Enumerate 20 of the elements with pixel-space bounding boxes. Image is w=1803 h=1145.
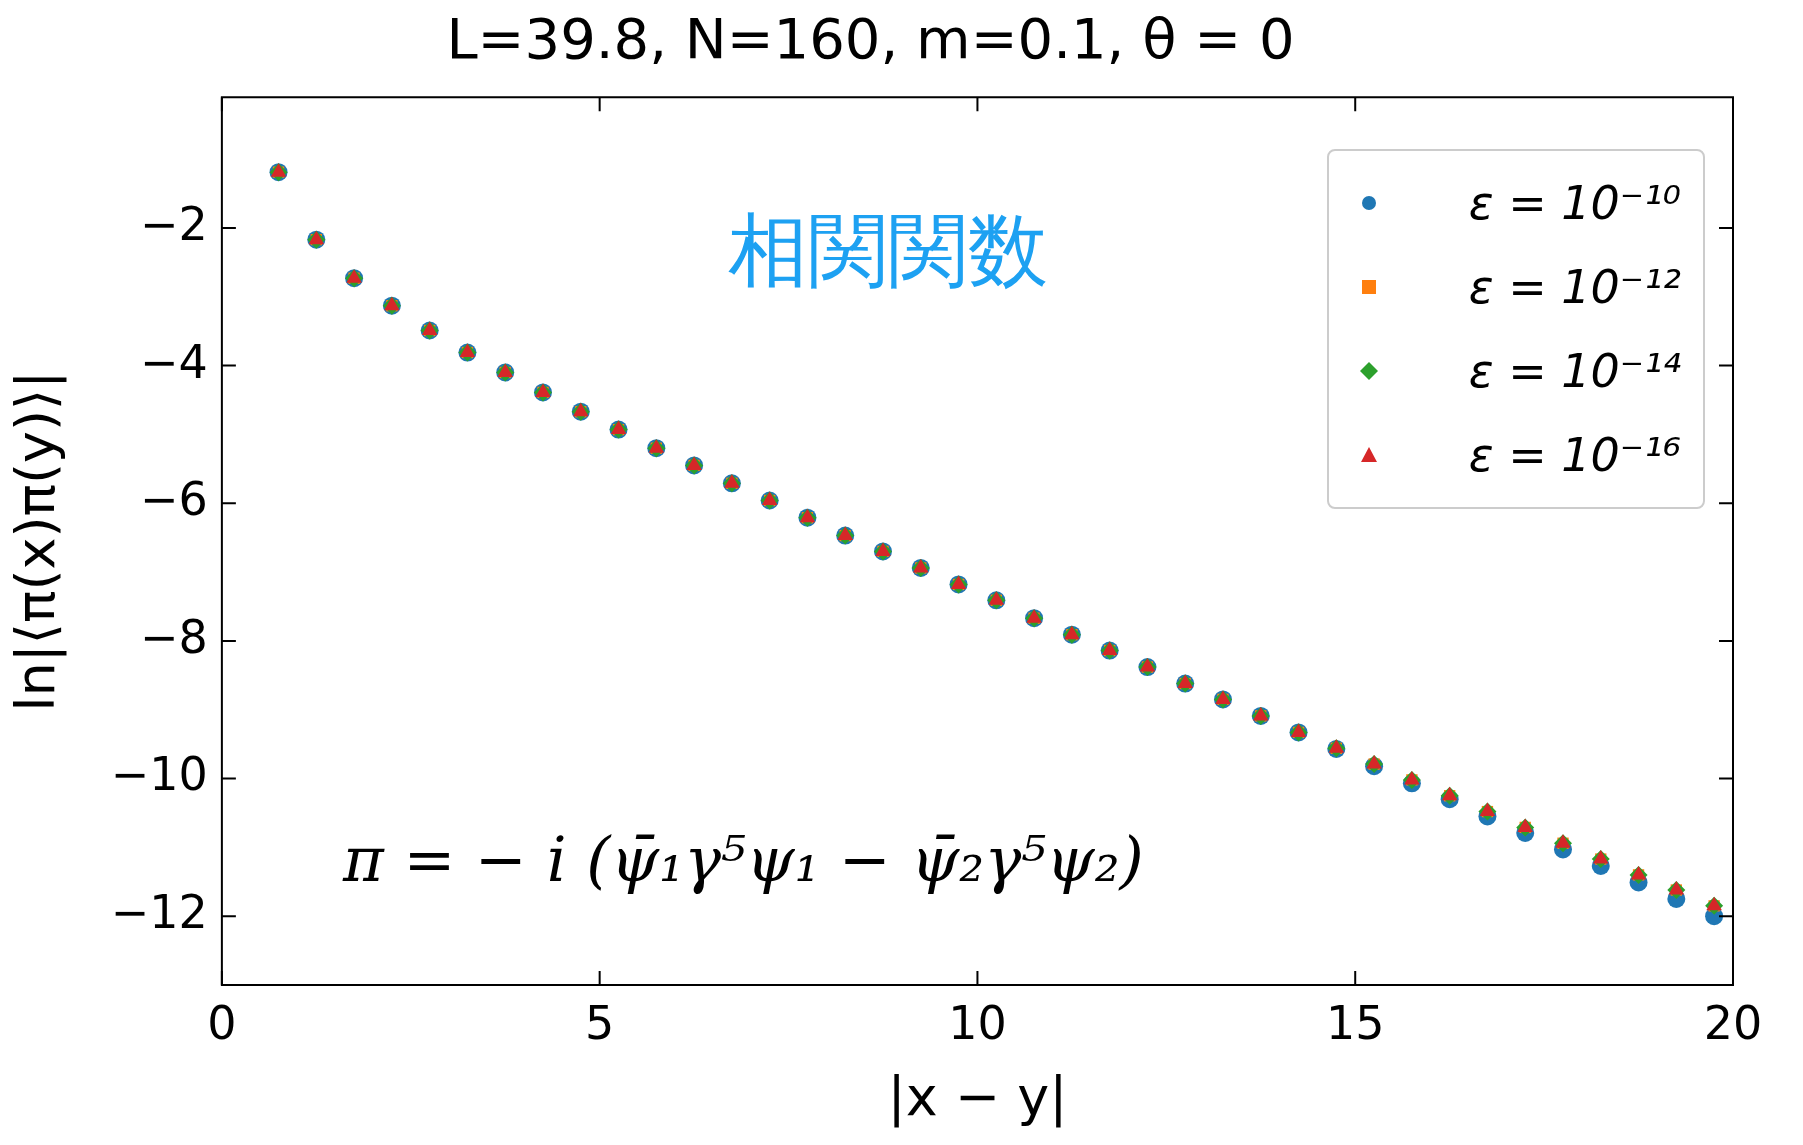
x-axis-title: |x − y| bbox=[887, 1064, 1068, 1128]
x-tick-label: 15 bbox=[1325, 995, 1385, 1050]
y-tick-label: −12 bbox=[110, 885, 208, 940]
legend-label: ε = 10⁻¹⁴ bbox=[1468, 344, 1681, 398]
y-tick-label: −2 bbox=[140, 196, 208, 251]
y-tick-label: −4 bbox=[140, 334, 208, 389]
x-tick-label: 5 bbox=[585, 995, 615, 1050]
legend-label: ε = 10⁻¹⁰ bbox=[1468, 176, 1681, 230]
x-tick-label: 10 bbox=[948, 995, 1007, 1050]
legend-label: ε = 10⁻¹⁶ bbox=[1468, 428, 1681, 482]
annotation: π = − i (ψ̄₁γ⁵ψ₁ − ψ̄₂γ⁵ψ₂) bbox=[343, 823, 1144, 896]
y-axis-title: ln|⟨π(x)π(y)⟩| bbox=[4, 370, 68, 712]
chart-title: L=39.8, N=160, m=0.1, θ = 0 bbox=[446, 6, 1295, 72]
x-tick-label: 20 bbox=[1703, 995, 1763, 1050]
y-tick-label: −10 bbox=[110, 747, 208, 802]
annotation: 相関関数 bbox=[728, 203, 1048, 299]
y-tick-label: −8 bbox=[140, 609, 208, 664]
x-tick-label: 0 bbox=[207, 995, 237, 1050]
legend-label: ε = 10⁻¹² bbox=[1468, 260, 1681, 314]
y-tick-label: −6 bbox=[140, 472, 208, 527]
